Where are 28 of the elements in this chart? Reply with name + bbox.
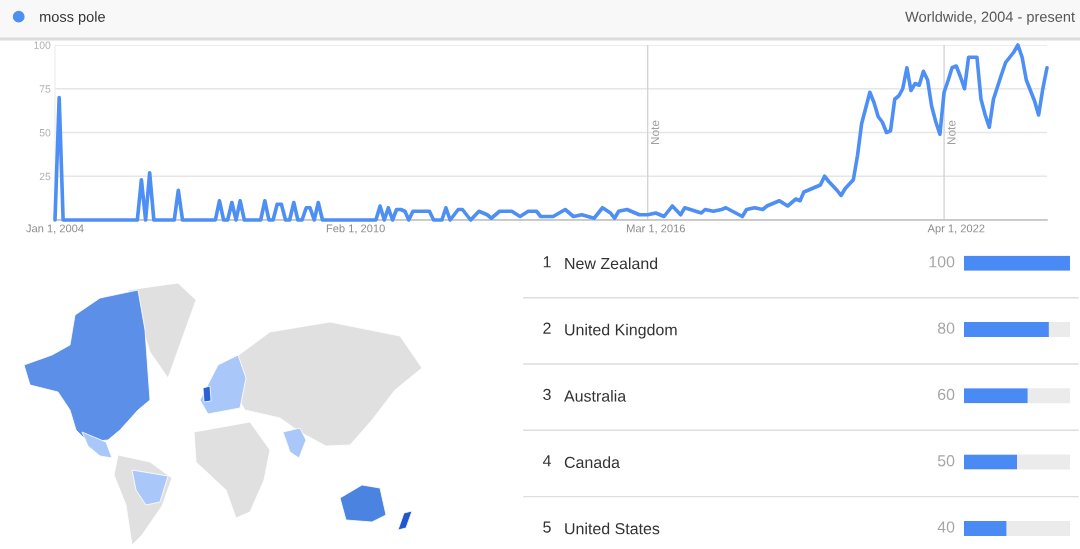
y-tick-label: 100 bbox=[34, 41, 51, 49]
line-series bbox=[53, 43, 1049, 222]
text: 5 bbox=[543, 521, 551, 533]
x-tick-label: Apr 1, 2022 bbox=[927, 224, 985, 235]
y-tick-label: 25 bbox=[39, 172, 51, 181]
y-tick-label: United Kingdom bbox=[565, 323, 677, 339]
y-tick-label: 75 bbox=[39, 85, 51, 93]
text: 2 bbox=[543, 322, 551, 334]
data-label: 40 bbox=[937, 521, 955, 533]
data-label: 60 bbox=[938, 388, 955, 401]
text: 1 bbox=[543, 256, 551, 268]
legend-label: moss pole bbox=[40, 11, 105, 25]
text: 4 bbox=[542, 455, 551, 467]
ref-line-label: Note bbox=[947, 120, 956, 144]
ref-line-label: Note bbox=[650, 120, 660, 144]
y-tick-label: 50 bbox=[39, 129, 51, 137]
x-tick-label: Mar 1, 2016 bbox=[627, 224, 685, 234]
x-tick-label: Feb 1, 2010 bbox=[326, 224, 385, 234]
data-label: 80 bbox=[937, 322, 955, 334]
data-label: 100 bbox=[929, 256, 955, 268]
y-tick-label: United States bbox=[565, 522, 660, 535]
data-label: 50 bbox=[937, 455, 955, 467]
y-tick-label: Canada bbox=[564, 456, 620, 469]
x-tick-label: Jan 1, 2004 bbox=[26, 224, 84, 234]
chart-subtitle: Worldwide, 2004 - present bbox=[905, 11, 1075, 25]
y-tick-label: New Zealand bbox=[565, 257, 658, 270]
y-tick-label: Australia bbox=[564, 390, 627, 402]
text: 3 bbox=[543, 388, 551, 401]
